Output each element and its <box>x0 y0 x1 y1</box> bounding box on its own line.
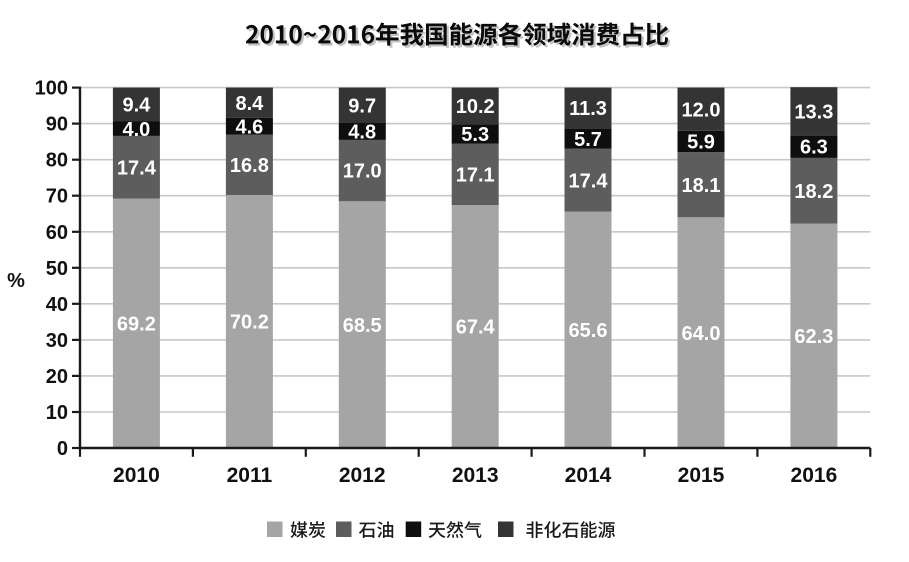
svg-text:50: 50 <box>46 258 68 280</box>
svg-text:5.3: 5.3 <box>461 124 489 146</box>
svg-text:2011: 2011 <box>227 464 273 487</box>
svg-text:12.0: 12.0 <box>682 99 721 121</box>
svg-text:30: 30 <box>46 330 68 352</box>
svg-text:100: 100 <box>35 78 68 100</box>
svg-text:5.9: 5.9 <box>687 132 715 154</box>
svg-text:17.0: 17.0 <box>343 161 382 183</box>
svg-text:13.3: 13.3 <box>794 101 833 123</box>
svg-text:9.7: 9.7 <box>348 95 376 117</box>
svg-text:65.6: 65.6 <box>569 320 608 342</box>
svg-text:17.4: 17.4 <box>117 157 157 179</box>
svg-text:90: 90 <box>46 114 68 136</box>
svg-text:18.1: 18.1 <box>682 175 721 197</box>
svg-text:70: 70 <box>46 186 68 208</box>
svg-text:2016: 2016 <box>791 464 838 487</box>
svg-text:2015: 2015 <box>678 464 725 487</box>
svg-text:17.4: 17.4 <box>569 170 609 192</box>
svg-text:40: 40 <box>46 294 68 316</box>
svg-text:2014: 2014 <box>565 464 612 487</box>
svg-text:70.2: 70.2 <box>230 312 269 334</box>
svg-text:64.0: 64.0 <box>682 323 721 345</box>
svg-text:8.4: 8.4 <box>235 93 264 115</box>
svg-text:4.6: 4.6 <box>235 116 263 138</box>
svg-text:5.7: 5.7 <box>574 129 602 151</box>
svg-text:0: 0 <box>57 438 68 460</box>
svg-text:6.3: 6.3 <box>800 137 828 159</box>
svg-text:%: % <box>7 270 25 292</box>
svg-text:67.4: 67.4 <box>456 317 496 339</box>
svg-text:10.2: 10.2 <box>456 96 495 118</box>
svg-text:60: 60 <box>46 222 68 244</box>
svg-text:2010: 2010 <box>113 464 160 487</box>
svg-text:18.2: 18.2 <box>794 181 833 203</box>
svg-text:68.5: 68.5 <box>343 315 382 337</box>
svg-text:4.0: 4.0 <box>122 119 150 141</box>
svg-text:69.2: 69.2 <box>117 314 156 336</box>
svg-text:4.8: 4.8 <box>348 121 376 143</box>
svg-text:17.1: 17.1 <box>456 165 495 187</box>
svg-text:9.4: 9.4 <box>122 95 151 117</box>
svg-text:62.3: 62.3 <box>794 326 833 348</box>
svg-text:2012: 2012 <box>339 464 386 487</box>
svg-text:20: 20 <box>46 366 68 388</box>
svg-text:10: 10 <box>46 402 68 424</box>
svg-text:16.8: 16.8 <box>230 155 269 177</box>
svg-text:80: 80 <box>46 150 68 172</box>
svg-text:11.3: 11.3 <box>569 98 607 120</box>
svg-text:2013: 2013 <box>452 464 499 487</box>
